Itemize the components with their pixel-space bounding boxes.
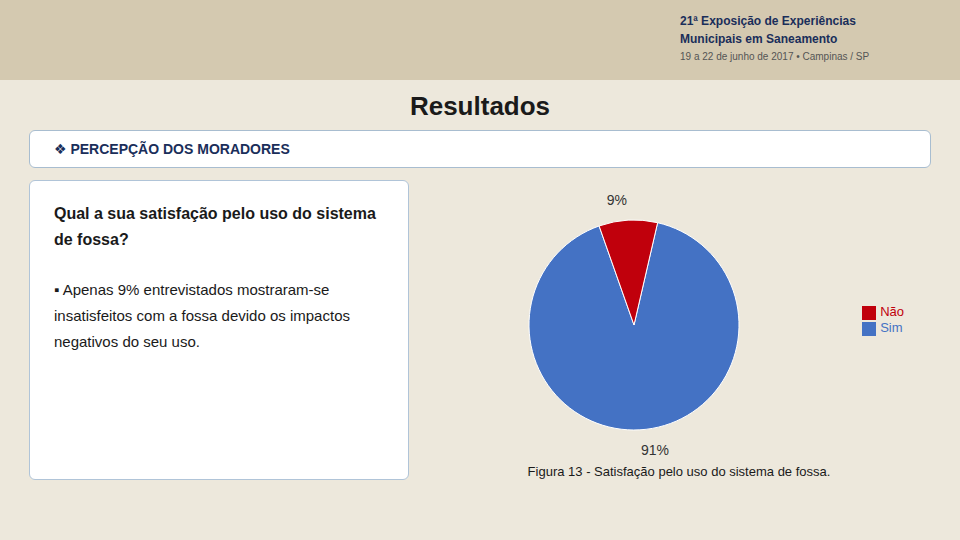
html-text:❖ PERCEPÇÃO DOS MORADORES: ❖ PERCEPÇÃO DOS MORADORES xyxy=(54,141,290,157)
html-text:Figura 13 - Satisfação pelo us: Figura 13 - Satisfação pelo uso do siste… xyxy=(527,464,831,479)
svg-text:9%: 9% xyxy=(607,192,627,208)
html-text:21ª Exposição de Experiências: 21ª Exposição de Experiências xyxy=(680,14,856,28)
html-text:Qual a sua satisfação pelo uso: Qual a sua satisfação pelo uso do sistem… xyxy=(54,205,376,248)
svg-text:91%: 91% xyxy=(641,442,669,458)
html-text:19 a 22 de junho de 2017 • Cam: 19 a 22 de junho de 2017 • Campinas / SP xyxy=(680,51,870,62)
html-text:Municipais em Saneamento: Municipais em Saneamento xyxy=(680,32,838,46)
html-text:▪ Apenas 9% entrevistados most: ▪ Apenas 9% entrevistados mostraram-se i… xyxy=(54,281,350,350)
html-text:Não: Não xyxy=(880,304,904,320)
html-text:Resultados: Resultados xyxy=(409,91,551,121)
html-text:Sim: Sim xyxy=(880,320,903,335)
